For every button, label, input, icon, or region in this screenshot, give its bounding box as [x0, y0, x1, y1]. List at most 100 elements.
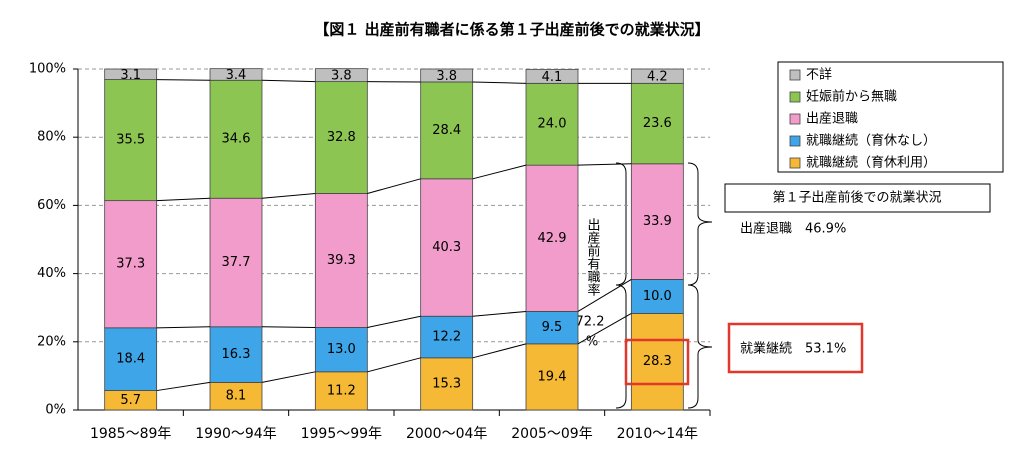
- bar-segment: [104, 68, 158, 80]
- value-label: 24.0: [538, 117, 567, 132]
- connector-line: [367, 357, 421, 373]
- x-tick-label: 1995～99年: [301, 426, 382, 442]
- legend-swatch: [789, 157, 801, 169]
- rate-label: 出産前有職率: [585, 218, 601, 296]
- rate-value: 72.2: [576, 315, 605, 330]
- value-label: 42.9: [538, 231, 567, 246]
- bar-segment: [209, 68, 263, 81]
- grid-layer: [78, 68, 710, 343]
- value-label: 28.3: [643, 354, 672, 369]
- legend-label: 不詳: [806, 67, 832, 83]
- value-label: 18.4: [116, 352, 145, 367]
- summary-title: 第１子出産前後での就業状況: [772, 190, 941, 206]
- legend-swatch: [789, 91, 801, 103]
- value-label: 3.1: [120, 68, 141, 83]
- y-tick-label: 100%: [29, 62, 66, 77]
- legend-swatch: [789, 135, 801, 147]
- value-label: 12.2: [432, 330, 461, 345]
- summary-box: [724, 183, 991, 213]
- legend-swatch: [789, 69, 801, 81]
- bar-segment: [630, 68, 684, 84]
- bar-segment: [525, 68, 579, 84]
- bar-segment: [525, 164, 579, 312]
- bar-segment: [209, 326, 263, 383]
- y-tick-label: 80%: [37, 130, 66, 145]
- legend-label: 就職継続（育休利用）: [806, 155, 936, 171]
- bar-segment: [630, 163, 684, 280]
- connector-line: [261, 79, 316, 83]
- x-tick-label: 2010～14年: [617, 426, 698, 442]
- bar-segment: [525, 82, 579, 166]
- connector-line: [472, 81, 527, 84]
- x-tick-label: 1990～94年: [195, 426, 276, 442]
- value-label: 39.3: [327, 253, 356, 268]
- bar-segment: [209, 79, 263, 199]
- connector-line: [367, 178, 421, 194]
- bar-segment: [630, 82, 684, 165]
- bar-segment: [630, 313, 684, 411]
- connector-line: [156, 381, 211, 392]
- x-tick-label: 1985～89年: [90, 426, 171, 442]
- bar-segment: [104, 327, 158, 391]
- value-label: 11.2: [327, 383, 356, 398]
- bar-segment: [314, 371, 368, 411]
- value-label: 15.3: [432, 376, 461, 391]
- value-label: 8.1: [226, 389, 247, 404]
- connector-line: [261, 192, 316, 199]
- value-label: 9.5: [542, 320, 563, 335]
- connector-line: [261, 326, 316, 328]
- value-label: 23.6: [643, 116, 672, 131]
- bar-segment: [314, 81, 368, 194]
- value-label: 3.8: [331, 69, 352, 84]
- bar-segment: [525, 311, 579, 345]
- connector-line: [472, 343, 527, 359]
- brace-continue: [687, 284, 713, 409]
- bar-segment: [420, 81, 474, 180]
- x-tick-label: 2005～09年: [511, 426, 592, 442]
- brace-retire: [687, 162, 713, 286]
- bar-segment: [104, 200, 158, 329]
- bar-segment: [314, 193, 368, 328]
- bar-segment: [630, 278, 684, 314]
- connector-line: [156, 197, 211, 202]
- x-tick-label: 2000～04年: [406, 426, 487, 442]
- value-label: 35.5: [116, 133, 145, 148]
- value-label: 4.1: [542, 70, 563, 85]
- highlight-box: [727, 322, 864, 374]
- value-label: 34.6: [222, 132, 251, 147]
- value-label: 3.8: [436, 69, 457, 84]
- connector-line: [367, 315, 421, 328]
- connector-line: [261, 371, 316, 383]
- value-label: 37.7: [222, 255, 251, 270]
- bar-segment: [525, 343, 579, 411]
- value-label: 33.9: [643, 214, 672, 229]
- bar-segment: [209, 381, 263, 411]
- chart-title: 【図１ 出産前有職者に係る第１子出産前後での就業状況】: [314, 21, 709, 39]
- bar-segment: [209, 197, 263, 328]
- connector-line: [577, 163, 632, 166]
- value-label: 13.0: [327, 342, 356, 357]
- value-label: 4.2: [647, 70, 668, 85]
- legend-label: 出産退職: [806, 111, 858, 127]
- bar-segment: [420, 68, 474, 83]
- bar-segment: [420, 178, 474, 317]
- value-label: 3.4: [226, 68, 247, 83]
- legend-box: [777, 61, 1004, 173]
- bar-segment: [420, 315, 474, 359]
- bar-segment: [314, 68, 368, 83]
- bar-segment: [420, 357, 474, 411]
- connector-line: [472, 310, 527, 317]
- bar-segment: [104, 79, 158, 202]
- connector-line: [156, 79, 211, 81]
- connector-line: [156, 326, 211, 329]
- value-label: 40.3: [432, 240, 461, 255]
- connector-line: [472, 164, 527, 180]
- value-label: 10.0: [643, 289, 672, 304]
- value-label: 19.4: [538, 369, 567, 384]
- y-tick-label: 60%: [37, 198, 66, 213]
- value-label: 16.3: [222, 347, 251, 362]
- connector-line: [577, 313, 632, 345]
- retire-label: 出産退職 46.9%: [740, 221, 846, 237]
- legend-swatch: [789, 113, 801, 125]
